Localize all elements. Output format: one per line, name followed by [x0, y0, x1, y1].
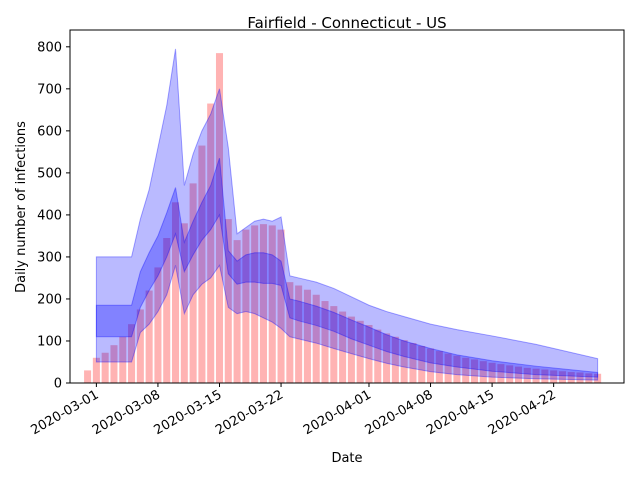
bands	[95, 48, 599, 381]
bar	[479, 361, 487, 383]
bar	[277, 229, 285, 383]
bar	[470, 359, 479, 383]
bars	[84, 53, 602, 384]
y-tick-label: 700	[37, 82, 62, 97]
y-tick-label: 600	[37, 124, 62, 139]
bar	[207, 103, 215, 384]
bar	[101, 352, 109, 383]
bar	[233, 240, 241, 383]
y-tick-label: 0	[54, 377, 62, 392]
bar	[119, 336, 127, 383]
bar	[172, 202, 180, 383]
y-axis: 0 100 200 300 400 500 600 700 800	[37, 40, 70, 392]
bar	[558, 371, 566, 383]
bar	[374, 329, 382, 383]
bar	[145, 290, 153, 383]
bar	[110, 345, 118, 383]
bar	[514, 366, 522, 383]
inner-interval-band	[95, 158, 599, 378]
bar	[391, 336, 399, 383]
bar	[488, 362, 496, 383]
bar	[224, 219, 232, 383]
bar	[550, 370, 558, 383]
bar	[541, 369, 549, 383]
y-tick-label: 800	[37, 40, 62, 55]
bar	[532, 368, 540, 383]
bar	[506, 365, 514, 383]
y-tick-label: 300	[37, 250, 62, 265]
bar	[286, 282, 294, 383]
y-tick-label: 100	[37, 334, 62, 349]
bar	[84, 370, 92, 383]
bar	[409, 343, 417, 383]
plot-area	[84, 48, 602, 384]
bar	[427, 348, 435, 383]
bar	[242, 229, 250, 383]
bar	[576, 372, 584, 383]
bar	[268, 225, 276, 383]
axes-frame	[69, 29, 625, 384]
bar	[163, 238, 171, 383]
bar	[295, 285, 303, 383]
bar	[215, 53, 224, 383]
bar	[180, 223, 188, 383]
y-tick-label: 500	[37, 166, 62, 181]
bar	[453, 355, 461, 383]
bar	[339, 311, 347, 383]
bar	[259, 224, 267, 383]
bar	[356, 320, 364, 383]
bar	[198, 145, 206, 383]
bar	[303, 289, 311, 383]
bar	[585, 373, 593, 383]
bar	[251, 225, 259, 383]
outer-interval-band	[95, 48, 599, 381]
chart-title: Fairfield - Connecticut - US	[247, 14, 446, 32]
bar	[128, 324, 136, 383]
bar	[189, 183, 197, 383]
bar	[567, 372, 575, 383]
bar	[435, 351, 443, 383]
bar	[321, 301, 329, 383]
bar	[497, 364, 505, 383]
bar	[347, 316, 355, 383]
bar	[594, 373, 602, 383]
bar	[365, 325, 373, 383]
bar	[400, 340, 408, 383]
bar	[462, 357, 470, 383]
bar	[312, 294, 320, 383]
bar	[154, 267, 162, 383]
bar	[418, 346, 426, 383]
bar	[330, 306, 338, 383]
bar	[444, 353, 452, 383]
y-tick-label: 200	[37, 292, 62, 307]
y-axis-title: Daily number of infections	[14, 121, 29, 293]
x-axis-title: Date	[331, 451, 362, 466]
bar	[383, 333, 391, 383]
bar	[523, 367, 531, 383]
bar	[92, 357, 100, 383]
y-tick-label: 400	[37, 208, 62, 223]
bar	[136, 309, 144, 383]
